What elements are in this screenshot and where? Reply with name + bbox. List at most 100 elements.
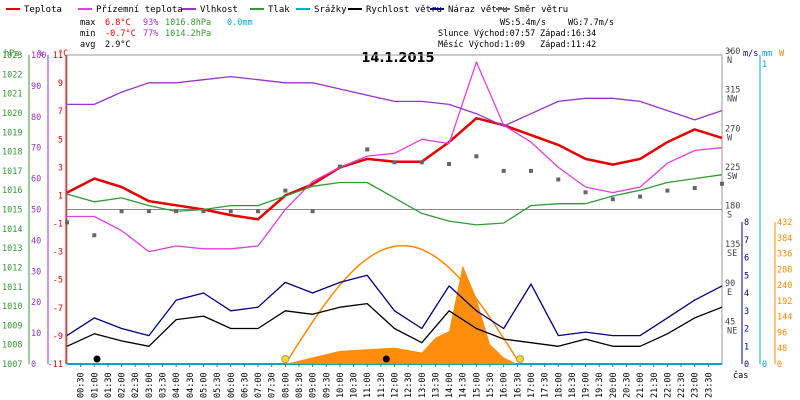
x-tick: 14:30 bbox=[459, 372, 469, 398]
hpa-tick: 1012 bbox=[2, 263, 22, 273]
stat-min-press: 1014.2hPa bbox=[165, 29, 211, 39]
c-tick: 11 bbox=[53, 51, 63, 61]
info-block: WS:5.4m/s WG:7.7m/s Slunce Východ:07:57 … bbox=[438, 18, 614, 50]
x-tick: 09:00 bbox=[309, 372, 319, 398]
ms-tick: 2 bbox=[744, 325, 749, 335]
deg-tick: 315 bbox=[725, 86, 740, 96]
wind-direction-point bbox=[146, 209, 151, 214]
right-axes: 360N315NW270W225SW180S135SE90E45NE876543… bbox=[725, 47, 792, 370]
x-tick: 23:00 bbox=[691, 372, 701, 398]
pct-tick: 70 bbox=[31, 144, 41, 154]
wind-direction-point bbox=[174, 209, 179, 214]
mm-tick: 0 bbox=[762, 360, 767, 370]
stat-avg-temp: 2.9°C bbox=[105, 40, 131, 50]
wind-direction-point bbox=[119, 209, 124, 214]
series-layer bbox=[65, 61, 724, 365]
wind-direction-point bbox=[556, 177, 561, 182]
axis-ms-unit: m/s bbox=[743, 49, 758, 59]
x-tick: 19:00 bbox=[582, 372, 592, 398]
wind-direction-point bbox=[720, 181, 724, 186]
x-tick: 13:30 bbox=[431, 372, 441, 398]
wind-direction-point bbox=[528, 168, 533, 173]
hpa-tick: 1021 bbox=[2, 90, 22, 100]
c-tick: -9 bbox=[53, 332, 63, 342]
sunset-marker bbox=[516, 355, 525, 363]
w-tick: 48 bbox=[777, 344, 787, 354]
x-tick: 08:00 bbox=[281, 372, 291, 398]
wind-direction-point bbox=[228, 209, 233, 214]
axis-w-unit: W bbox=[779, 49, 785, 59]
x-tick: 08:30 bbox=[295, 372, 305, 398]
axis-mm-unit: mm bbox=[762, 49, 772, 59]
deg-tick: 45 bbox=[725, 317, 735, 327]
hpa-tick: 1018 bbox=[2, 148, 22, 158]
w-tick: 96 bbox=[777, 328, 787, 338]
x-tick: 23:30 bbox=[704, 372, 714, 398]
stat-min-hum: 77% bbox=[143, 29, 158, 39]
c-tick: -11 bbox=[48, 360, 63, 370]
pct-tick: 30 bbox=[31, 267, 41, 277]
x-tick: 22:00 bbox=[663, 372, 673, 398]
x-tick: 07:00 bbox=[254, 372, 264, 398]
c-tick: -3 bbox=[53, 248, 63, 258]
x-tick: 11:30 bbox=[377, 372, 387, 398]
x-tick: 05:00 bbox=[199, 372, 209, 398]
stat-max-press: 1016.8hPa bbox=[165, 18, 211, 28]
wind-direction-point bbox=[365, 147, 370, 152]
x-tick: 02:30 bbox=[131, 372, 141, 398]
hpa-tick: 1014 bbox=[2, 225, 22, 235]
pct-tick: 10 bbox=[31, 329, 41, 339]
x-tick: 10:30 bbox=[350, 372, 360, 398]
x-tick: 16:30 bbox=[513, 372, 523, 398]
wind-direction-point bbox=[638, 194, 643, 199]
w-tick: 144 bbox=[777, 313, 792, 323]
wind-direction-point bbox=[419, 160, 424, 165]
hpa-tick: 1022 bbox=[2, 70, 22, 80]
legend-entry: Teplota bbox=[24, 5, 62, 15]
hpa-tick: 1017 bbox=[2, 167, 22, 177]
x-tick: 16:00 bbox=[500, 372, 510, 398]
moonset-marker bbox=[382, 355, 390, 363]
axis-deg-unit: ° bbox=[727, 49, 732, 59]
x-tick: 04:00 bbox=[172, 372, 182, 398]
ms-tick: 4 bbox=[744, 289, 749, 299]
ms-tick: 5 bbox=[744, 271, 749, 281]
wind-direction-point bbox=[583, 190, 588, 195]
hpa-tick: 1020 bbox=[2, 109, 22, 119]
w-tick: 432 bbox=[777, 218, 792, 228]
stat-max-temp: 6.8°C bbox=[105, 18, 131, 28]
series-line bbox=[67, 61, 723, 253]
stat-max-hum: 93% bbox=[143, 18, 158, 28]
wind-direction-point bbox=[65, 220, 69, 225]
w-tick: 384 bbox=[777, 234, 792, 244]
x-tick: 01:30 bbox=[104, 372, 114, 398]
x-tick: 04:30 bbox=[186, 372, 196, 398]
c-tick: -7 bbox=[53, 304, 63, 314]
deg-tick: 270 bbox=[725, 124, 740, 134]
x-tick: 03:30 bbox=[159, 372, 169, 398]
x-tick: 11:00 bbox=[363, 372, 373, 398]
ms-tick: 6 bbox=[744, 254, 749, 264]
ms-tick: 8 bbox=[744, 218, 749, 228]
x-tick: 00:30 bbox=[77, 372, 87, 398]
x-tick: 21:30 bbox=[650, 372, 660, 398]
wind-direction-point bbox=[337, 164, 342, 169]
x-tick: 18:30 bbox=[568, 372, 578, 398]
deg-tick: 90 bbox=[725, 279, 735, 289]
stat-max-label: max bbox=[80, 18, 95, 28]
deg-dir-tick: W bbox=[727, 133, 733, 143]
info-sun: Slunce Východ:07:57 bbox=[438, 29, 535, 39]
hpa-tick: 1019 bbox=[2, 128, 22, 138]
deg-dir-tick: E bbox=[727, 288, 732, 298]
info-sunset: Západ:16:34 bbox=[540, 29, 596, 39]
solar-theory-line bbox=[284, 244, 521, 365]
ms-tick: 7 bbox=[744, 236, 749, 246]
chart-title: 14.1.2015 bbox=[361, 51, 434, 66]
x-tick: 17:30 bbox=[541, 372, 551, 398]
wind-direction-point bbox=[610, 197, 615, 202]
pct-tick: 0 bbox=[31, 360, 36, 370]
info-moon: Měsíc Východ:1:09 bbox=[438, 40, 525, 50]
deg-dir-tick: S bbox=[727, 211, 732, 221]
legend: Teplota Přízemní teplota Vlhkost Tlak Srážky… bbox=[6, 5, 568, 15]
